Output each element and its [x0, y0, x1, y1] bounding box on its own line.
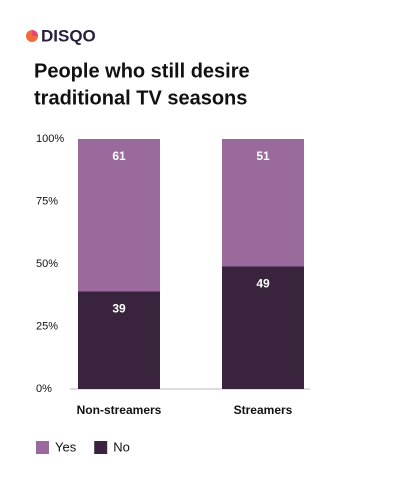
y-tick-label: 50% [36, 258, 58, 270]
logo-text: DISQO [41, 26, 96, 45]
x-tick-label: Non-streamers [77, 403, 162, 417]
y-tick-label: 100% [36, 133, 64, 145]
legend-label: No [113, 439, 130, 454]
y-tick-label: 0% [36, 383, 52, 395]
data-label: 51 [256, 149, 270, 163]
chart-title: People who still desire [34, 60, 250, 82]
bar-segment [222, 139, 304, 267]
bar-segment [222, 266, 304, 389]
y-tick-label: 25% [36, 320, 58, 332]
bar-segment [78, 139, 160, 292]
logo-icon [26, 30, 38, 42]
data-label: 61 [112, 149, 126, 163]
y-tick-label: 75% [36, 195, 58, 207]
bar-segment [78, 291, 160, 389]
chart-title: traditional TV seasons [34, 87, 247, 109]
legend-label: Yes [55, 439, 77, 454]
legend-swatch [94, 441, 108, 454]
x-tick-label: Streamers [234, 403, 293, 417]
legend-swatch [36, 441, 49, 454]
data-label: 39 [112, 302, 126, 316]
data-label: 49 [256, 277, 270, 291]
